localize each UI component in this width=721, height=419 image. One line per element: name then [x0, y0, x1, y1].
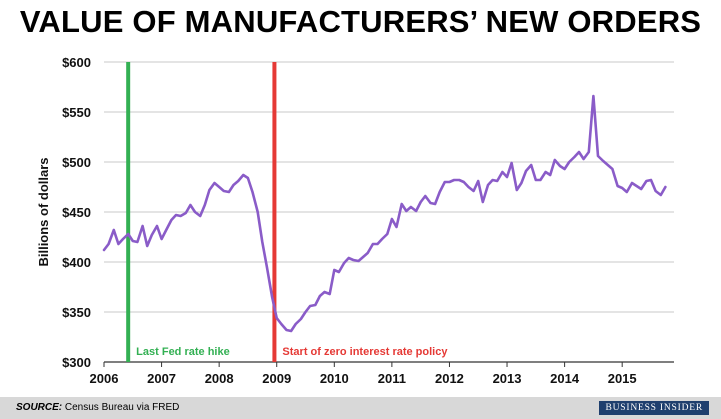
line-chart: $300 $350 $400 $450 $500 $550 $600 2006 2007 2008… — [36, 55, 674, 386]
x-tick-label: 2011 — [378, 371, 406, 386]
chart-title: VALUE OF MANUFACTURERS’ NEW ORDERS — [19, 4, 702, 39]
y-axis-label: Billions of dollars — [36, 157, 51, 266]
y-tick-label: $350 — [62, 305, 91, 320]
x-tick-label: 2012 — [435, 371, 464, 386]
source-label: SOURCE: — [16, 402, 63, 413]
x-tick-label: 2008 — [205, 371, 234, 386]
x-tick-label: 2010 — [320, 371, 349, 386]
x-tick-label: 2015 — [608, 371, 637, 386]
x-tick-label: 2014 — [550, 371, 580, 386]
x-tick-label: 2007 — [147, 371, 176, 386]
zero-rate-label: Start of zero interest rate policy — [282, 346, 448, 358]
footer-bar: SOURCE: Census Bureau via FRED BUSINESS … — [0, 397, 721, 419]
source-text: Census Bureau via FRED — [62, 402, 180, 413]
rate-hike-label: Last Fed rate hike — [136, 346, 230, 358]
source-note: SOURCE: Census Bureau via FRED — [16, 402, 179, 413]
y-tick-label: $400 — [62, 255, 91, 270]
x-tick-label: 2009 — [262, 371, 291, 386]
y-tick-label: $600 — [62, 55, 91, 70]
x-tick-label: 2006 — [90, 371, 119, 386]
business-insider-logo: BUSINESS INSIDER — [599, 401, 709, 415]
y-tick-label: $550 — [62, 105, 91, 120]
y-tick-label: $500 — [62, 155, 91, 170]
y-tick-label: $300 — [62, 355, 91, 370]
new-orders-series-line — [102, 94, 667, 333]
y-tick-label: $450 — [62, 205, 91, 220]
x-tick-label: 2013 — [493, 371, 522, 386]
